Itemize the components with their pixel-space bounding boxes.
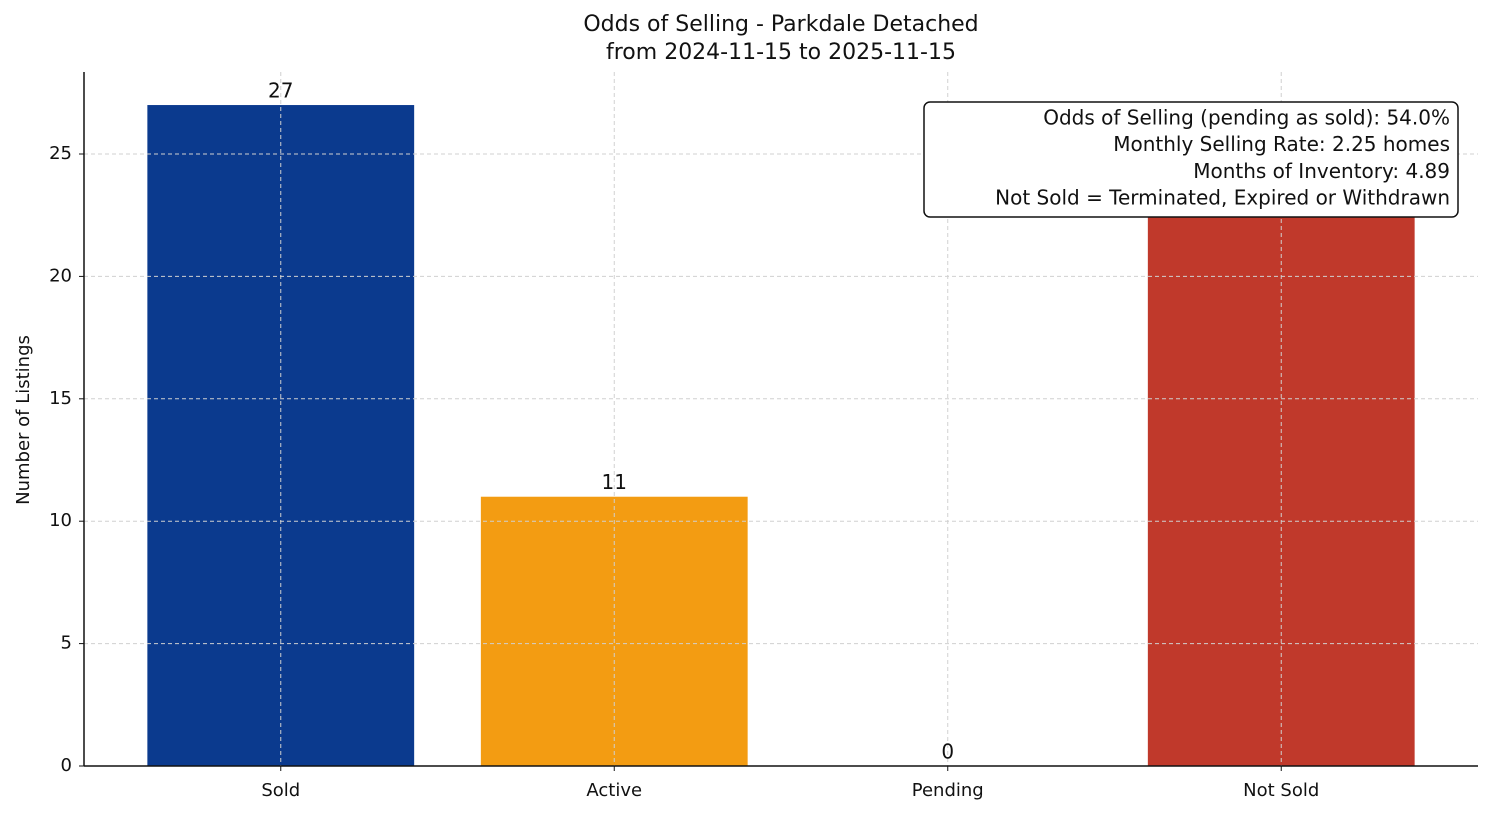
value-label: 11 (602, 470, 627, 494)
bar (147, 105, 415, 767)
annotation-line: Monthly Selling Rate: 2.25 homes (1113, 132, 1450, 156)
y-tick-label: 5 (61, 633, 72, 654)
annotation-line: Months of Inventory: 4.89 (1193, 159, 1450, 183)
x-tick-label: Not Sold (1243, 780, 1319, 801)
chart-subtitle: from 2024-11-15 to 2025-11-15 (606, 40, 956, 65)
x-tick-label: Sold (261, 780, 300, 801)
y-axis-label: Number of Listings (13, 335, 34, 505)
value-label: 27 (268, 79, 293, 103)
x-tick-label: Active (586, 780, 642, 801)
y-tick-label: 15 (49, 388, 72, 409)
annotation-box (923, 101, 1459, 218)
annotation-line: Not Sold = Terminated, Expired or Withdr… (995, 186, 1450, 210)
y-tick-label: 10 (49, 510, 72, 531)
y-tick-label: 25 (49, 143, 72, 164)
y-tick-label: 0 (61, 755, 72, 776)
value-label: 0 (941, 740, 954, 764)
chart-title: Odds of Selling - Parkdale Detached (583, 12, 978, 37)
annotation-line: Odds of Selling (pending as sold): 54.0% (1043, 106, 1450, 130)
x-tick-label: Pending (912, 780, 984, 801)
grid (84, 72, 1478, 767)
y-tick-label: 20 (49, 265, 72, 286)
